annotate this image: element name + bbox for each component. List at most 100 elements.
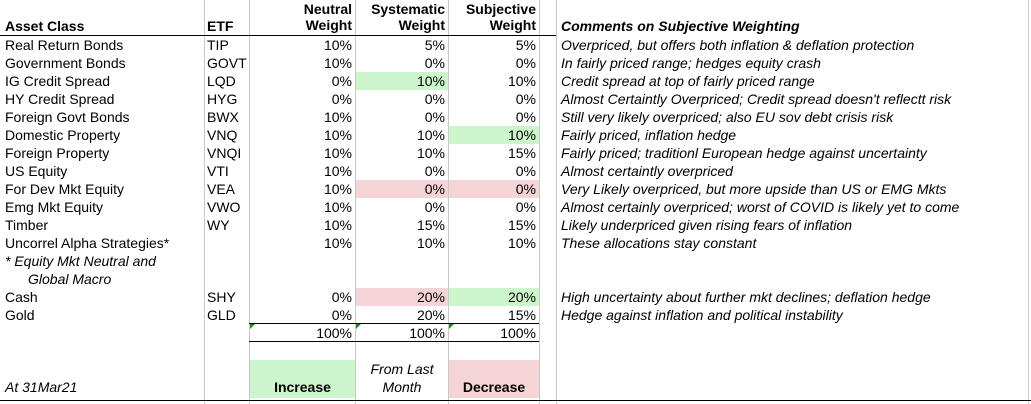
header-subjective-line1: Subjective xyxy=(465,1,536,17)
etf-cell: SHY xyxy=(207,289,236,305)
etf-cell: VWO xyxy=(207,199,241,215)
etf-cell: VEA xyxy=(207,181,236,197)
subjective-weight-cell: 0% xyxy=(515,199,536,215)
asset-class-cell: Cash xyxy=(5,289,38,305)
systematic-weight-cell: 0% xyxy=(424,109,445,125)
systematic-weight-cell: 0% xyxy=(424,55,445,71)
subjective-highlight xyxy=(449,126,539,144)
neutral-weight-cell: 0% xyxy=(331,307,352,323)
etf-cell: VNQI xyxy=(207,145,242,161)
cell-marker xyxy=(250,324,255,329)
etf-cell: GLD xyxy=(207,307,236,323)
sheet-bottom-border xyxy=(0,400,1031,401)
systematic-weight-cell: 0% xyxy=(424,163,445,179)
subjective-weight-cell: 10% xyxy=(507,127,536,143)
gridline xyxy=(355,0,356,404)
gridline xyxy=(249,0,250,404)
subjective-highlight xyxy=(449,288,539,306)
systematic-weight-cell: 20% xyxy=(416,307,445,323)
legend-decrease-swatch xyxy=(449,360,539,398)
neutral-weight-cell: 0% xyxy=(331,289,352,305)
asset-class-cell: US Equity xyxy=(5,163,68,179)
subjective-weight-cell: 0% xyxy=(515,163,536,179)
asset-class-cell: Global Macro xyxy=(28,271,112,287)
systematic-highlight xyxy=(356,288,448,306)
as-of-date: At 31Mar21 xyxy=(5,379,78,395)
gridline xyxy=(556,0,557,404)
subjective-weight-cell: 15% xyxy=(507,307,536,323)
asset-class-cell: For Dev Mkt Equity xyxy=(5,181,125,197)
totals-bottom-border xyxy=(249,341,539,342)
etf-cell: BWX xyxy=(207,109,239,125)
subjective-highlight xyxy=(449,180,539,198)
header-subjective-line2: Weight xyxy=(489,17,536,33)
asset-class-cell: IG Credit Spread xyxy=(5,73,111,89)
header-systematic-line1: Systematic xyxy=(371,1,445,17)
legend-decrease-label: Decrease xyxy=(462,379,526,395)
comment-cell: High uncertainty about further mkt decli… xyxy=(561,289,931,305)
comment-cell: Very Likely overpriced, but more upside … xyxy=(561,181,947,197)
asset-class-cell: * Equity Mkt Neutral and xyxy=(5,253,156,269)
systematic-weight-cell: 5% xyxy=(424,37,445,53)
header-underline xyxy=(0,35,556,36)
asset-class-cell: Foreign Govt Bonds xyxy=(5,109,130,125)
neutral-weight-cell: 10% xyxy=(323,145,352,161)
asset-class-cell: HY Credit Spread xyxy=(5,91,115,107)
etf-cell: VTI xyxy=(207,163,229,179)
asset-class-cell: Government Bonds xyxy=(5,55,126,71)
asset-class-cell: Domestic Property xyxy=(5,127,121,143)
header-neutral-line2: Weight xyxy=(305,17,352,33)
comment-cell: Almost certaintly overpriced xyxy=(561,163,733,179)
header-neutral-line1: Neutral xyxy=(303,1,352,17)
subjective-weight-cell: 0% xyxy=(515,55,536,71)
etf-cell: GOVT xyxy=(207,55,247,71)
asset-class-cell: Emg Mkt Equity xyxy=(5,199,104,215)
legend-increase-swatch xyxy=(250,360,355,398)
subjective-weight-cell: 15% xyxy=(507,217,536,233)
neutral-weight-cell: 10% xyxy=(323,235,352,251)
gridline xyxy=(448,0,449,404)
comment-cell: In fairly priced range; hedges equity cr… xyxy=(561,55,821,71)
systematic-weight-cell: 10% xyxy=(416,145,445,161)
gridline xyxy=(1028,0,1029,404)
comment-cell: Still very likely overpriced; also EU so… xyxy=(561,109,894,125)
neutral-weight-cell: 10% xyxy=(323,181,352,197)
comment-cell: Fairly priced; traditionl European hedge… xyxy=(561,145,927,161)
comment-cell: Almost certainly overpriced; worst of CO… xyxy=(561,199,960,215)
systematic-weight-cell: 15% xyxy=(416,217,445,233)
neutral-weight-cell: 10% xyxy=(323,163,352,179)
legend-from-last-month: From Last Month xyxy=(356,360,448,396)
systematic-weight-cell: 0% xyxy=(424,199,445,215)
header-etf: ETF xyxy=(207,18,234,34)
asset-class-cell: Timber xyxy=(5,217,49,233)
legend-from-last-line1: From Last xyxy=(370,361,434,377)
comment-cell: Fairly priced, inflation hedge xyxy=(561,127,737,143)
header-systematic-weight: Systematic Weight xyxy=(356,1,445,33)
comment-cell: These allocations stay constant xyxy=(561,235,757,251)
neutral-weight-cell: 10% xyxy=(323,37,352,53)
asset-class-cell: Real Return Bonds xyxy=(5,37,124,53)
total-systematic: 100% xyxy=(409,325,445,341)
header-neutral-weight: Neutral Weight xyxy=(250,1,352,33)
comment-cell: Likely underpriced given rising fears of… xyxy=(561,217,853,233)
comment-cell: Credit spread at top of fairly priced ra… xyxy=(561,73,815,89)
header-asset-class: Asset Class xyxy=(5,18,85,34)
etf-cell: VNQ xyxy=(207,127,238,143)
cell-marker xyxy=(449,324,454,329)
neutral-weight-cell: 10% xyxy=(323,127,352,143)
total-neutral: 100% xyxy=(316,325,352,341)
neutral-weight-cell: 10% xyxy=(323,217,352,233)
subjective-weight-cell: 0% xyxy=(515,181,536,197)
subjective-weight-cell: 15% xyxy=(507,145,536,161)
gridline xyxy=(539,0,540,404)
neutral-weight-cell: 10% xyxy=(323,199,352,215)
gridline xyxy=(204,0,205,404)
legend-increase-label: Increase xyxy=(274,379,331,395)
neutral-weight-cell: 10% xyxy=(323,55,352,71)
systematic-highlight xyxy=(356,72,448,90)
comment-cell: Hedge against inflation and political in… xyxy=(561,307,843,323)
systematic-weight-cell: 10% xyxy=(416,127,445,143)
etf-cell: LQD xyxy=(207,73,236,89)
header-subjective-weight: Subjective Weight xyxy=(449,1,536,33)
cell-marker xyxy=(356,324,361,329)
